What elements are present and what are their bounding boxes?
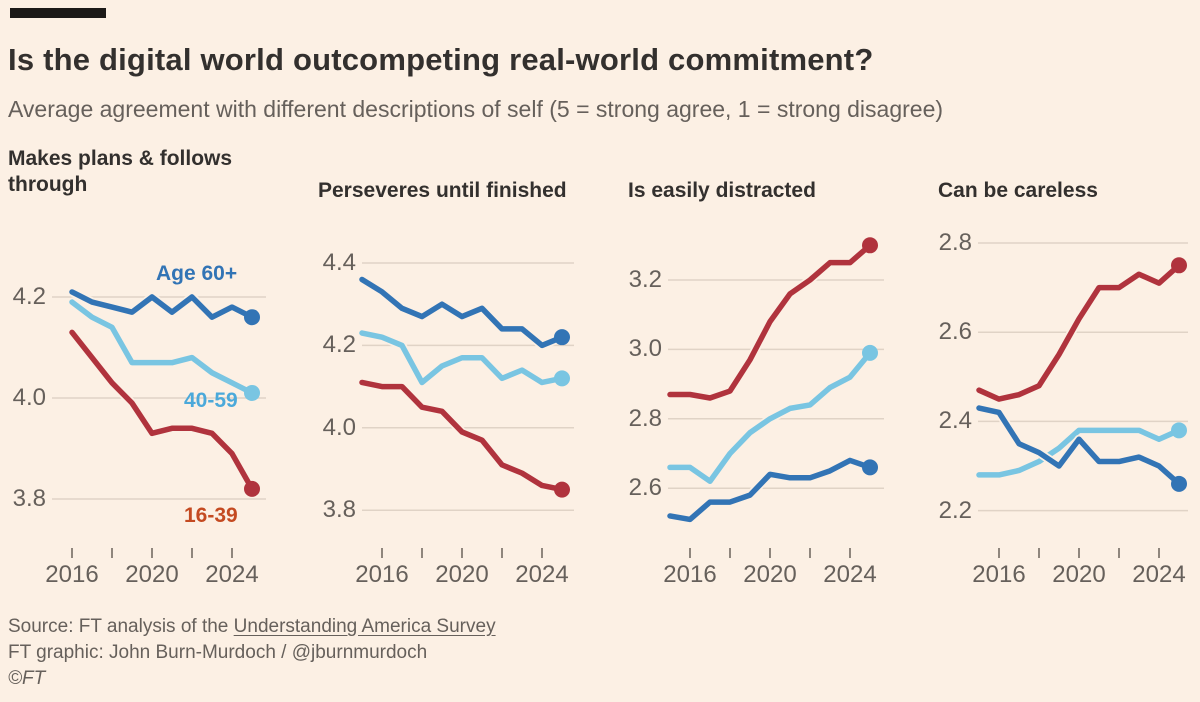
y-axis-label: 2.4 [938, 407, 972, 435]
panel-title: Is easily distracted [628, 179, 816, 202]
panel-title: Perseveres until finished [318, 179, 567, 202]
series-line-age-40-59 [69, 299, 255, 396]
series-line-age-60plus [667, 457, 873, 523]
series-endpoint-dot-age-60plus [1171, 475, 1187, 492]
source-line: Source: FT analysis of the Understanding… [8, 614, 708, 640]
series-line-age-16-39 [359, 379, 565, 493]
y-axis-label: 4.0 [322, 413, 356, 441]
series-endpoint-dot-age-16-39 [862, 237, 878, 254]
y-axis-label: 2.8 [938, 229, 972, 256]
series-endpoint-dot-age-40-59 [554, 370, 570, 387]
series-endpoint-dot-age-16-39 [244, 480, 260, 497]
series-line-age-40-59 [359, 330, 565, 386]
x-axis-label: 2016 [972, 561, 1026, 588]
chart-footer: Source: FT analysis of the Understanding… [8, 614, 708, 692]
series-line-age-60plus [359, 276, 565, 349]
source-link[interactable]: Understanding America Survey [233, 616, 496, 637]
series-endpoint-dot-age-60plus [862, 459, 878, 476]
x-axis-label: 2020 [743, 561, 797, 588]
series-label-age-60plus: Age 60+ [156, 262, 238, 285]
chart-subtitle: Average agreement with different descrip… [8, 96, 944, 122]
y-axis-label: 2.6 [628, 474, 662, 502]
series-line-age-40-59 [976, 427, 1182, 478]
x-axis-label: 2024 [1132, 561, 1186, 588]
x-axis-label: 2016 [355, 561, 409, 588]
series-endpoint-dot-age-40-59 [1171, 422, 1187, 439]
x-axis-label: 2016 [45, 561, 99, 588]
series-line-age-16-39 [69, 329, 255, 492]
series-endpoint-dot-age-40-59 [244, 384, 260, 401]
credit-line: FT graphic: John Burn-Murdoch / @jburnmu… [8, 642, 428, 663]
y-axis-label: 3.0 [628, 335, 662, 363]
x-axis-label: 2020 [1052, 561, 1106, 588]
series-line-casing [357, 377, 567, 495]
y-axis-label: 4.4 [322, 249, 356, 276]
series-line-age-16-39 [976, 262, 1182, 402]
y-axis-label: 2.8 [628, 404, 662, 432]
y-axis-label: 4.0 [12, 384, 46, 411]
x-axis-label: 2016 [663, 561, 717, 588]
y-axis-label: 4.2 [12, 283, 46, 310]
ft-top-bar [10, 8, 106, 18]
series-endpoint-dot-age-16-39 [1171, 257, 1187, 274]
y-axis-label: 3.8 [322, 496, 356, 524]
chart-title: Is the digital world outcompeting real-w… [8, 42, 874, 77]
x-axis-label: 2020 [125, 561, 179, 588]
copyright-line: ©FT [8, 668, 46, 689]
series-line-age-16-39 [667, 242, 873, 401]
panel-title: Makes plans & follows through [8, 147, 233, 197]
series-endpoint-dot-age-16-39 [554, 481, 570, 498]
series-endpoint-dot-age-40-59 [862, 344, 878, 361]
series-line-age-60plus [69, 289, 255, 320]
y-axis-label: 2.6 [938, 318, 972, 346]
series-line-age-60plus [976, 405, 1182, 487]
x-axis-label: 2024 [515, 561, 569, 588]
y-axis-label: 4.2 [322, 331, 356, 359]
series-label-age-16-39: 16-39 [184, 504, 238, 527]
x-axis-label: 2024 [205, 561, 259, 588]
y-axis-label: 2.2 [938, 496, 972, 524]
series-endpoint-dot-age-60plus [244, 309, 260, 326]
series-label-age-40-59: 40-59 [184, 389, 238, 412]
source-prefix: Source: FT analysis of the [8, 616, 234, 637]
series-endpoint-dot-age-60plus [554, 329, 570, 346]
x-axis-label: 2020 [435, 561, 489, 588]
x-axis-label: 2024 [823, 561, 877, 588]
panel-title: Can be careless [938, 179, 1098, 202]
y-axis-label: 3.8 [12, 485, 46, 512]
y-axis-label: 3.2 [628, 266, 662, 293]
series-line-age-40-59 [667, 350, 873, 485]
